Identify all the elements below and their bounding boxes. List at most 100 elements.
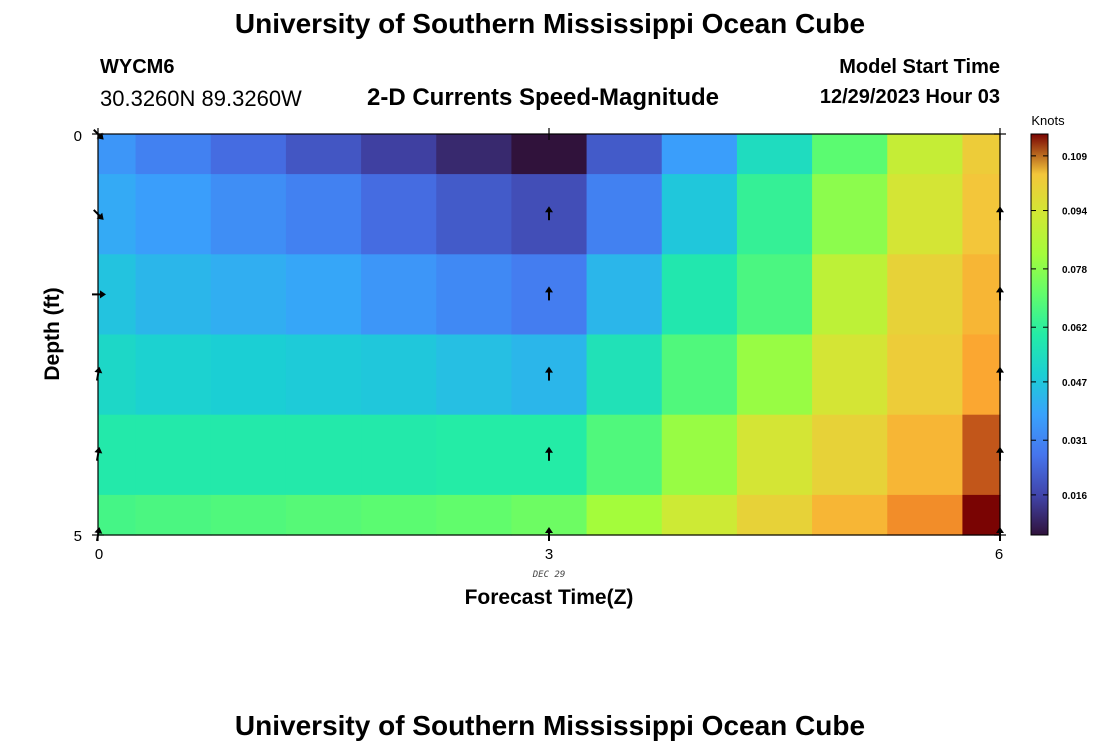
- heatmap-cell: [736, 134, 813, 175]
- axis-ticks: [92, 128, 1006, 541]
- heatmap-cell: [210, 494, 287, 536]
- heatmap-cell: [887, 494, 964, 536]
- x-axis-label: Forecast Time(Z): [465, 586, 634, 609]
- heatmap-cell: [586, 174, 663, 255]
- heatmap-cell: [586, 494, 663, 536]
- heatmap-cell: [135, 334, 212, 416]
- heatmap-cell: [962, 414, 1001, 496]
- heatmap-cell: [661, 174, 738, 255]
- heatmap-cell: [210, 334, 287, 416]
- heatmap-cell: [285, 414, 362, 496]
- colorbar-tick-label: 0.062: [1062, 323, 1087, 334]
- heatmap-cell: [135, 174, 212, 255]
- heatmap-cell: [586, 134, 663, 175]
- current-arrow: [92, 290, 106, 299]
- current-arrow: [545, 366, 553, 381]
- current-arrow: [545, 446, 553, 461]
- heatmap-cell: [285, 494, 362, 536]
- heatmap-cell: [887, 254, 964, 336]
- heatmap-cell: [812, 134, 888, 175]
- model-start-label: Model Start Time: [839, 56, 1000, 78]
- arrow-head: [545, 286, 553, 293]
- heatmap-cell: [962, 254, 1001, 336]
- heatmap-cell: [436, 174, 513, 255]
- y-tick-label: 0: [74, 128, 82, 145]
- heatmap-cell: [436, 494, 513, 536]
- heatmap-cell: [436, 334, 513, 416]
- heatmap-cell: [210, 414, 287, 496]
- heatmap-cell: [210, 134, 287, 175]
- heatmap-cell: [661, 494, 738, 536]
- current-arrow: [545, 286, 553, 301]
- heatmap-cell: [887, 174, 964, 255]
- heatmap-cell: [812, 414, 888, 496]
- heatmap-cell: [210, 174, 287, 255]
- heatmap-cell: [285, 174, 362, 255]
- heatmap-cell: [812, 334, 888, 416]
- heatmap-cell: [436, 254, 513, 336]
- heatmap-cell: [135, 134, 212, 175]
- station-coordinates: 30.3260N 89.3260W: [100, 86, 302, 111]
- heatmap-cell: [736, 334, 813, 416]
- x-tick-label: 6: [995, 546, 1003, 563]
- heatmap-cell: [661, 414, 738, 496]
- colorbar-tick-label: 0.078: [1062, 265, 1087, 276]
- x-date-label: DEC 29: [532, 570, 566, 580]
- chart-subtitle: 2-D Currents Speed-Magnitude: [367, 84, 720, 111]
- heatmap-cell: [962, 174, 1001, 255]
- colorbar-ticks: 0.109 0.094 0.078 0.062 0.047 0.031 0.016: [1031, 152, 1087, 502]
- heatmap-cell: [436, 414, 513, 496]
- heatmap-cell: [361, 334, 437, 416]
- heatmap-cell: [736, 174, 813, 255]
- colorbar-tick-label: 0.094: [1062, 207, 1087, 218]
- heatmap-cell: [210, 254, 287, 336]
- arrow-head: [545, 446, 553, 453]
- heatmap-cell: [361, 494, 437, 536]
- colorbar-units-label: Knots: [1031, 113, 1065, 128]
- y-tick-label: 5: [74, 528, 82, 545]
- heatmap-cell: [586, 414, 663, 496]
- heatmap-cells: [98, 134, 1001, 536]
- heatmap-cell: [361, 174, 437, 255]
- heatmap-cell: [736, 414, 813, 496]
- heatmap-cell: [962, 334, 1001, 416]
- colorbar: [1030, 133, 1049, 536]
- model-start-value: 12/29/2023 Hour 03: [819, 86, 1000, 108]
- heatmap-cell: [736, 494, 813, 536]
- heatmap-cell: [436, 134, 513, 175]
- heatmap-cell: [361, 254, 437, 336]
- heatmap-cell: [361, 134, 437, 175]
- heatmap-cell: [285, 134, 362, 175]
- heatmap-cell: [736, 254, 813, 336]
- colorbar-tick-label: 0.016: [1062, 491, 1087, 502]
- heatmap-cell: [98, 414, 137, 496]
- current-arrow: [545, 206, 553, 221]
- heatmap-cell: [887, 334, 964, 416]
- heatmap-cell: [586, 334, 663, 416]
- heatmap-cell: [887, 134, 964, 175]
- heatmap-cell: [661, 254, 738, 336]
- colorbar-tick-label: 0.109: [1062, 152, 1087, 163]
- colorbar-tick-label: 0.031: [1062, 436, 1087, 447]
- heatmap-cell: [812, 174, 888, 255]
- heatmap-cell: [887, 414, 964, 496]
- arrow-head: [100, 290, 106, 299]
- heatmap-cell: [135, 494, 212, 536]
- heatmap-cell: [661, 334, 738, 416]
- arrow-head: [545, 206, 553, 213]
- heatmap-cell: [285, 334, 362, 416]
- heatmap-cell: [98, 494, 137, 536]
- heatmap-cell: [812, 254, 888, 336]
- heatmap-cell: [511, 134, 588, 175]
- heatmap-cell: [98, 334, 137, 416]
- x-tick-label: 3: [545, 546, 553, 563]
- heatmap-cell: [285, 254, 362, 336]
- heatmap-cell: [98, 174, 137, 255]
- heatmap-cell: [586, 254, 663, 336]
- arrow-head: [545, 366, 553, 373]
- heatmap-cell: [361, 414, 437, 496]
- colorbar-tick-label: 0.047: [1062, 378, 1087, 389]
- station-id: WYCM6: [100, 56, 175, 78]
- heatmap-cell: [661, 134, 738, 175]
